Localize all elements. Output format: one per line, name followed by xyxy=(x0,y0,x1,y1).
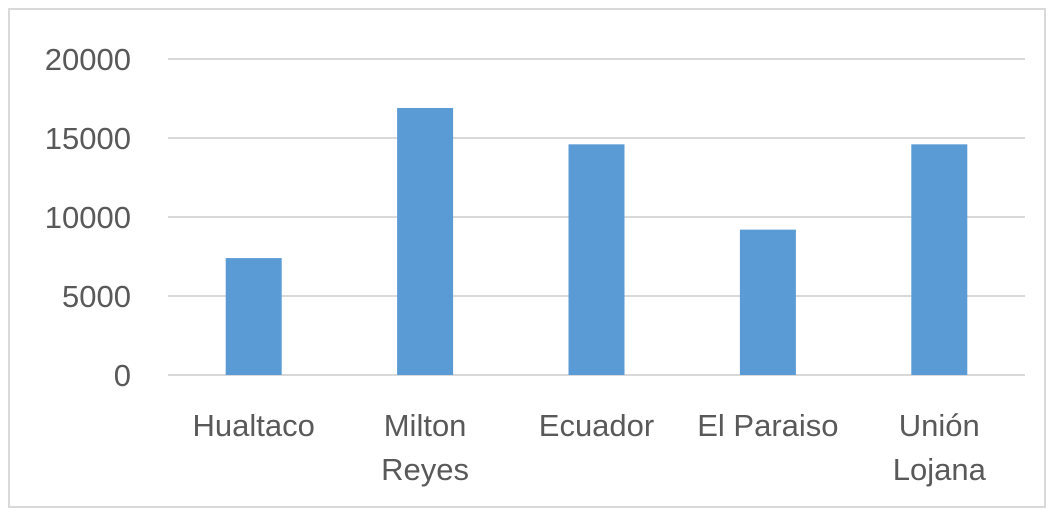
x-category-label-line: Reyes xyxy=(381,452,469,487)
bar xyxy=(568,144,625,375)
x-category-label: Milton Reyes xyxy=(381,408,469,487)
x-category-label: Unión Lojana xyxy=(893,408,987,487)
x-category-label-line: Lojana xyxy=(893,452,987,487)
y-tick-label: 10000 xyxy=(45,200,131,235)
bar xyxy=(225,258,282,375)
x-category-label-line: El Paraiso xyxy=(697,408,838,443)
x-category-label-line: Ecuador xyxy=(539,408,654,443)
x-category-label: Ecuador xyxy=(539,408,654,443)
x-category-label: El Paraiso xyxy=(697,408,838,443)
y-tick-label: 20000 xyxy=(45,42,131,77)
chart-frame xyxy=(8,8,1046,508)
bar xyxy=(739,229,796,375)
y-axis-tick-labels: 0 5000 10000 15000 20000 xyxy=(45,42,131,393)
bar xyxy=(397,107,454,375)
x-category-label: Hualtaco xyxy=(193,408,315,443)
y-tick-label: 0 xyxy=(114,358,131,393)
y-tick-label: 5000 xyxy=(62,279,131,314)
x-category-label-line: Unión xyxy=(899,408,980,443)
bars xyxy=(225,107,968,375)
bar xyxy=(911,144,968,375)
x-axis-category-labels: Hualtaco Milton Reyes Ecuador El Paraiso Unió… xyxy=(193,408,987,487)
y-tick-label: 15000 xyxy=(45,121,131,156)
x-category-label-line: Hualtaco xyxy=(193,408,315,443)
x-category-label-line: Milton xyxy=(384,408,467,443)
